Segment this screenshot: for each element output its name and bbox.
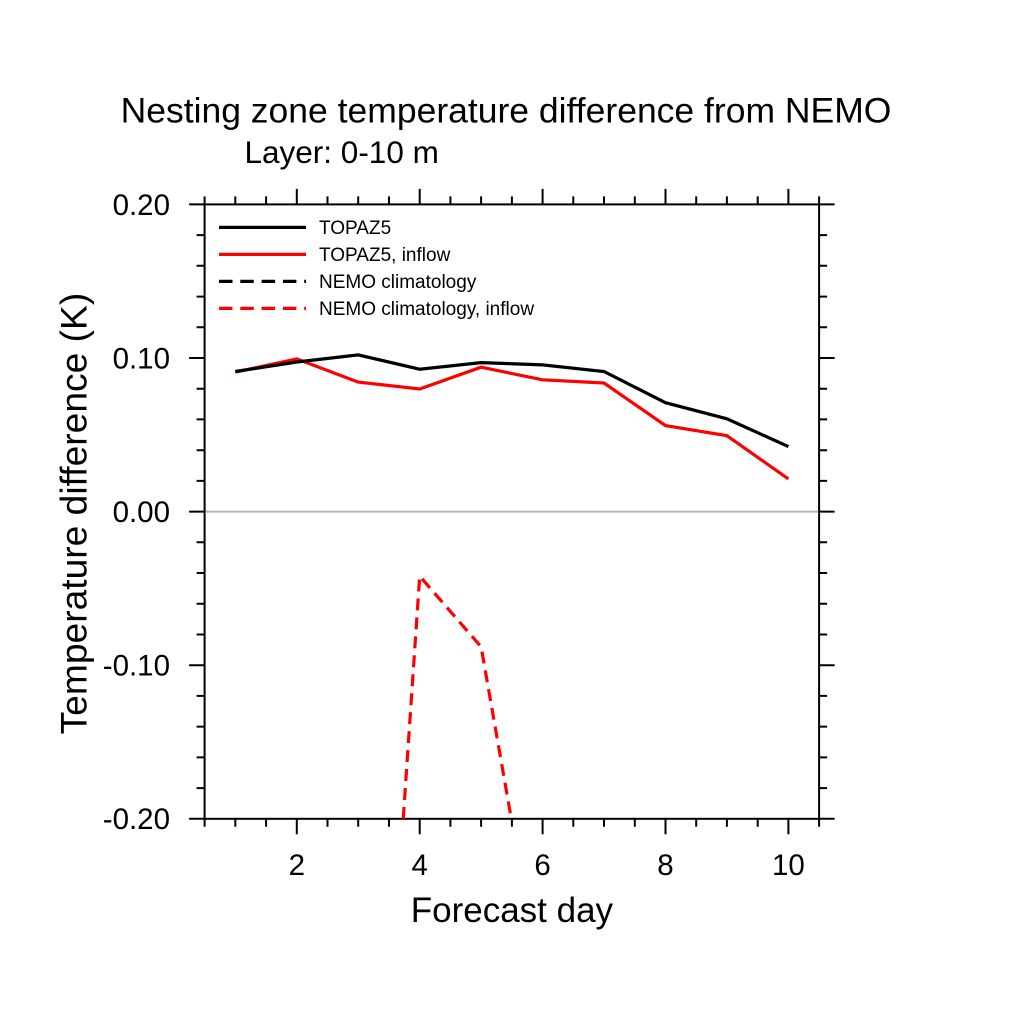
svg-text:NEMO climatology, inflow: NEMO climatology, inflow [319, 299, 534, 320]
svg-text:Forecast day: Forecast day [411, 891, 614, 930]
svg-text:-0.10: -0.10 [103, 650, 170, 683]
svg-text:-0.20: -0.20 [103, 803, 170, 836]
svg-text:10: 10 [772, 849, 805, 882]
svg-text:TOPAZ5, inflow: TOPAZ5, inflow [319, 245, 451, 266]
svg-text:Temperature difference (K): Temperature difference (K) [53, 293, 95, 735]
svg-text:NEMO climatology: NEMO climatology [319, 272, 477, 293]
svg-text:4: 4 [411, 849, 427, 882]
svg-text:0.20: 0.20 [113, 189, 170, 222]
svg-text:Nesting zone temperature diffe: Nesting zone temperature difference from… [121, 90, 892, 130]
svg-text:0.00: 0.00 [113, 496, 170, 529]
svg-text:2: 2 [289, 849, 305, 882]
svg-text:0.10: 0.10 [113, 342, 170, 375]
svg-text:8: 8 [657, 849, 673, 882]
svg-text:Layer: 0-10 m: Layer: 0-10 m [245, 134, 439, 170]
svg-text:6: 6 [534, 849, 550, 882]
svg-text:TOPAZ5: TOPAZ5 [319, 218, 391, 239]
